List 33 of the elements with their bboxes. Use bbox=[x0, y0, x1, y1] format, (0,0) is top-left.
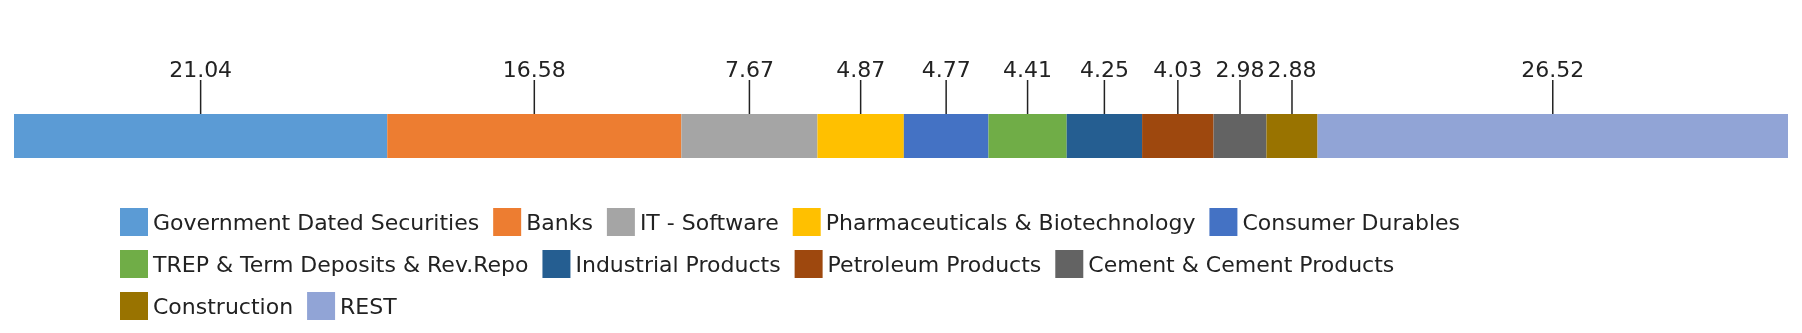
bar bbox=[1213, 114, 1267, 158]
data-label: 4.03 bbox=[1153, 56, 1203, 82]
legend-label: Pharmaceuticals & Biotechnology bbox=[825, 209, 1196, 235]
data-label: 16.58 bbox=[502, 56, 566, 82]
data-label: 4.77 bbox=[921, 56, 971, 82]
data-label: 4.25 bbox=[1079, 56, 1129, 82]
legend-label: Petroleum Products bbox=[827, 251, 1042, 277]
bar bbox=[817, 114, 904, 158]
data-label: 21.04 bbox=[169, 56, 233, 82]
data-label: 4.87 bbox=[836, 56, 886, 82]
bar bbox=[1142, 114, 1214, 158]
legend-label: IT - Software bbox=[639, 209, 779, 235]
data-label: 2.88 bbox=[1267, 56, 1317, 82]
legend-label: Banks bbox=[526, 209, 593, 235]
legend-label: Construction bbox=[153, 293, 294, 319]
data-label: 7.67 bbox=[724, 56, 774, 82]
data-label: 4.41 bbox=[1003, 56, 1053, 82]
bar bbox=[988, 114, 1067, 158]
bar bbox=[681, 114, 818, 158]
bar bbox=[1066, 114, 1143, 158]
legend-label: Government Dated Securities bbox=[153, 209, 480, 235]
legend-label: Industrial Products bbox=[575, 251, 781, 277]
bar bbox=[1266, 114, 1318, 158]
legend-label: REST bbox=[340, 293, 398, 319]
legend-label: Consumer Durables bbox=[1242, 209, 1461, 235]
bar bbox=[14, 114, 388, 158]
data-label: 2.98 bbox=[1215, 56, 1265, 82]
bar bbox=[1317, 114, 1788, 158]
legend-label: TREP & Term Deposits & Rev.Repo bbox=[152, 251, 529, 277]
legend-label: Cement & Cement Products bbox=[1088, 251, 1395, 277]
data-label: 26.52 bbox=[1521, 56, 1585, 82]
bar bbox=[387, 114, 682, 158]
bar bbox=[903, 114, 989, 158]
